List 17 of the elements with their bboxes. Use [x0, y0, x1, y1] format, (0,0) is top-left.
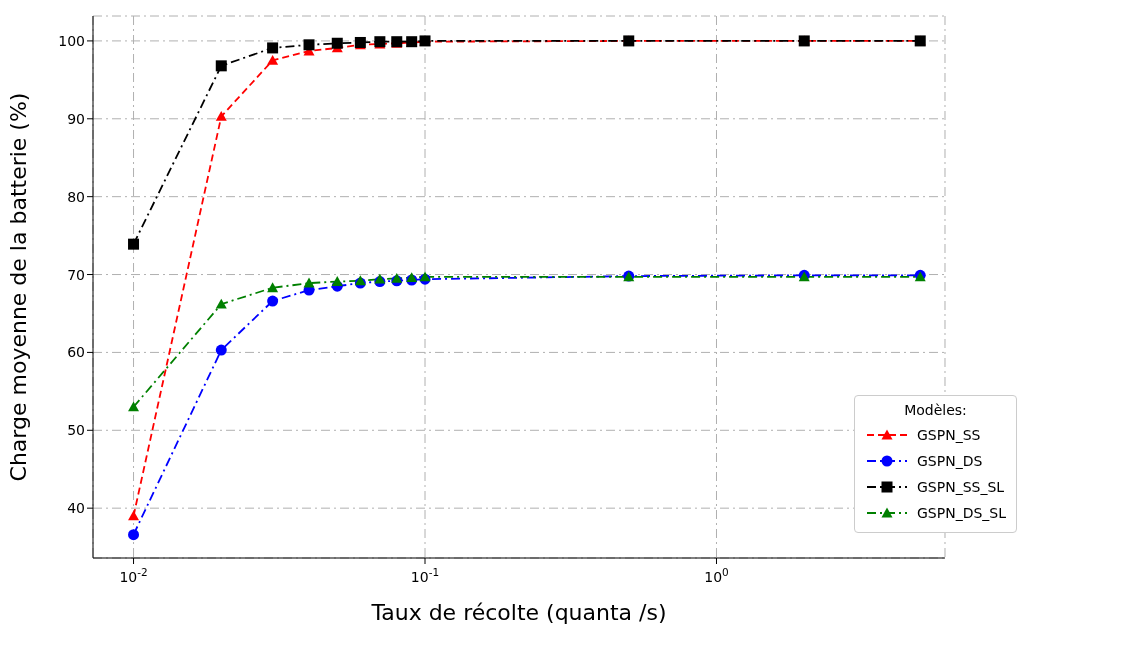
x-tick-label: 10$^{-2}$ [119, 566, 148, 585]
legend-label: GSPN_DS [916, 453, 983, 469]
legend-label: GSPN_DS_SL [916, 505, 1006, 521]
y-tick-label: 90 [67, 110, 85, 127]
y-tick-label: 60 [67, 344, 85, 361]
y-tick-label: 70 [67, 266, 85, 283]
legend-label: GSPN_SS [916, 427, 981, 443]
y-axis-title: Charge moyenne de la batterie (%) [5, 92, 31, 482]
x-axis-title: Taux de récolte (quanta /s) [370, 600, 667, 625]
x-tick-label: 10$^{-1}$ [410, 566, 440, 585]
y-tick-label: 100 [58, 32, 85, 49]
y-tick-label: 80 [67, 188, 85, 205]
x-tick-label: 10$^{0}$ [704, 566, 729, 585]
legend-title: Modèles: [903, 402, 968, 418]
y-tick-label: 40 [67, 500, 85, 517]
y-tick-label: 50 [67, 422, 85, 439]
legend-label: GSPN_SS_SL [916, 479, 1005, 495]
